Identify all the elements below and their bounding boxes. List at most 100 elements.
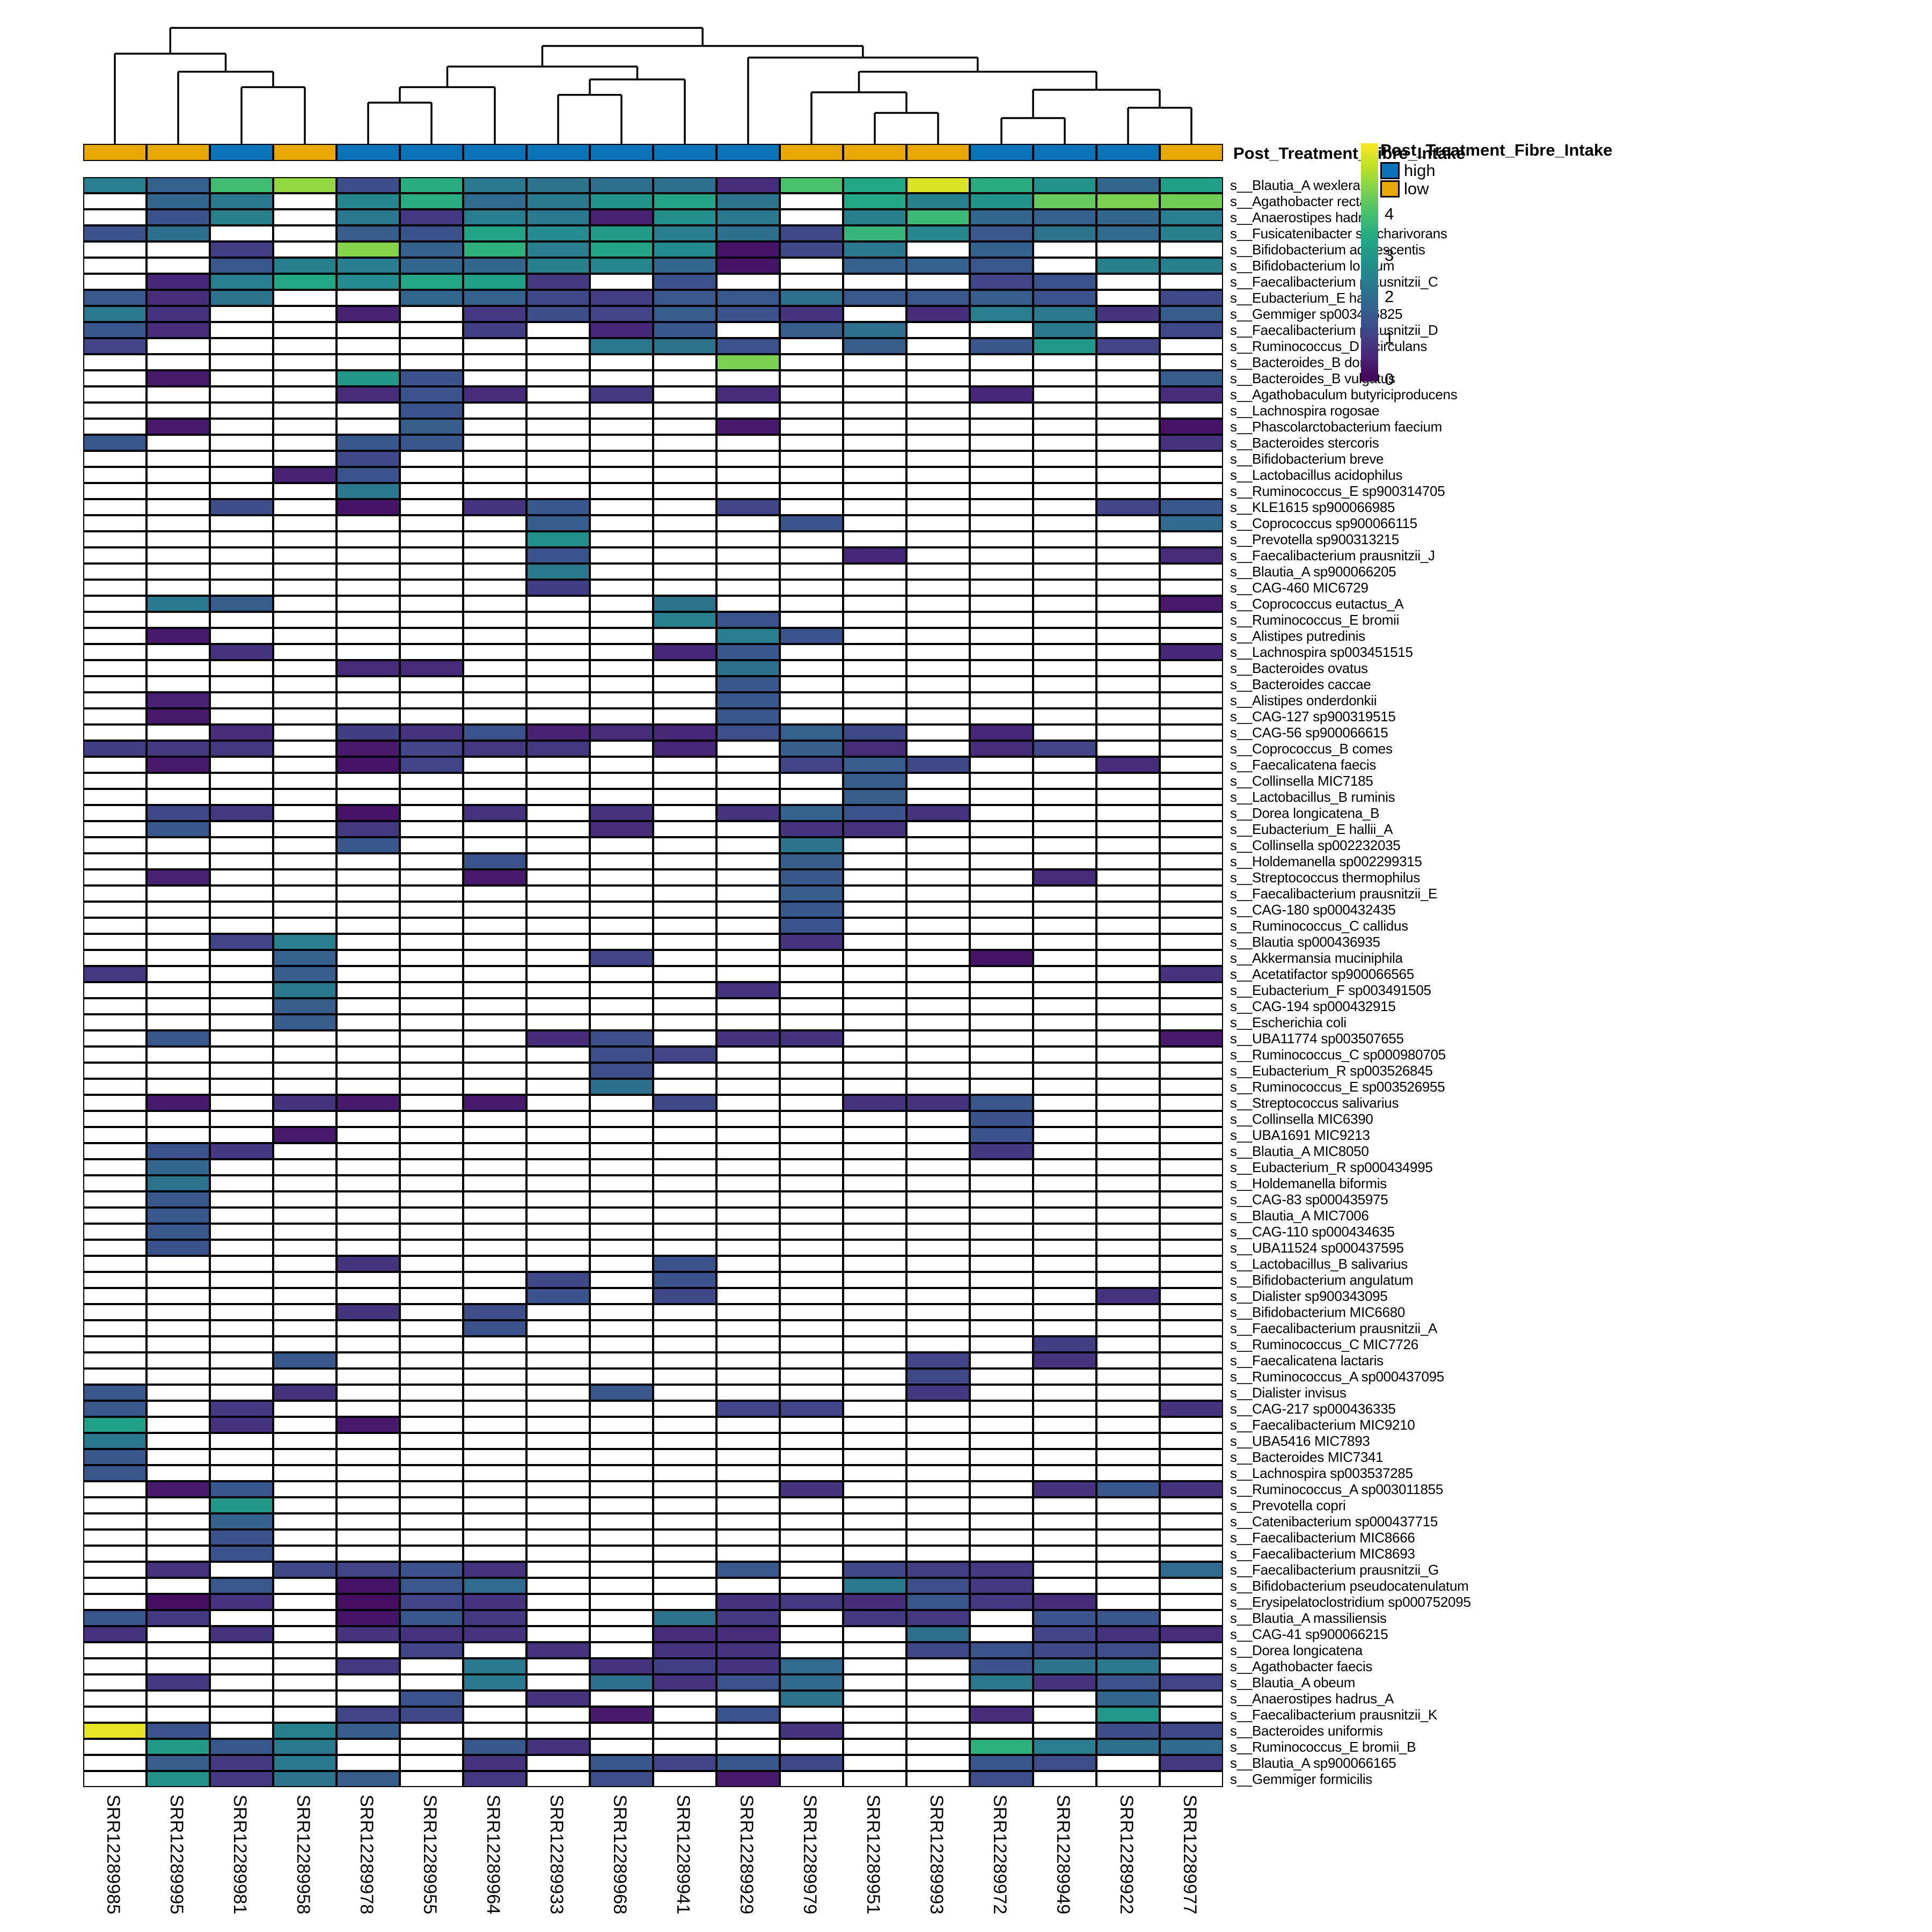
heatmap-cell [780,982,843,998]
heatmap-cell [83,1272,147,1288]
heatmap-cell [336,789,400,805]
heatmap-cell [970,1658,1033,1674]
heatmap-cell [210,966,273,982]
row-label: s__Dorea longicatena_B [1230,805,1380,821]
heatmap-cell [147,821,210,837]
row-label: s__Ruminococcus_D bicirculans [1230,338,1428,354]
heatmap-cell [1033,1208,1096,1224]
heatmap-cell [463,1175,526,1191]
heatmap-cell [83,419,147,435]
heatmap-cell [273,676,336,692]
heatmap-cell [653,1063,716,1079]
heatmap-cell [463,1014,526,1030]
heatmap-cell [716,193,780,209]
heatmap-cell [83,1401,147,1417]
heatmap-cell [83,612,147,628]
heatmap-cell [210,1658,273,1674]
heatmap-cell [273,1707,336,1723]
heatmap-cell [780,1594,843,1610]
heatmap-cell [716,483,780,499]
row-label: s__CAG-217 sp000436335 [1230,1401,1396,1417]
column-label: SRR12289941 [673,1795,693,1915]
heatmap-cell [147,596,210,612]
legend-title: Post_Treatment_Fibre_Intake [1380,141,1613,159]
heatmap-cell [147,918,210,934]
heatmap-cell [906,386,970,402]
heatmap-cell [526,306,590,322]
heatmap-cell [653,1610,716,1626]
heatmap-cell [1160,1256,1223,1272]
row-label: s__Collinsella sp002232035 [1230,837,1401,853]
heatmap-cell [147,1175,210,1191]
heatmap-cell [83,1111,147,1127]
heatmap-cell [463,773,526,789]
column-label: SRR12289929 [736,1795,757,1915]
heatmap-cell [906,354,970,370]
heatmap-cell [590,612,653,628]
heatmap-cell [780,1385,843,1401]
row-label: s__Faecalibacterium prausnitzii_A [1230,1320,1438,1336]
row-label: s__UBA11524 sp000437595 [1230,1240,1404,1256]
heatmap-cell [210,1208,273,1224]
heatmap-cell [1033,805,1096,821]
row-label: s__Agathobacter faecis [1230,1658,1373,1674]
heatmap-cell [1160,1497,1223,1513]
heatmap-cell [83,483,147,499]
row-label: s__Escherichia coli [1230,1014,1346,1030]
row-label: s__Bacteroides MIC7341 [1230,1449,1384,1465]
heatmap-cell [526,1320,590,1336]
heatmap-cell [906,918,970,934]
heatmap-cell [1160,1401,1223,1417]
heatmap-cell [400,515,463,531]
heatmap-cell [843,1417,906,1433]
heatmap-cell [147,1224,210,1240]
heatmap-cell [1033,209,1096,225]
heatmap-cell [526,1368,590,1385]
heatmap-cell [526,612,590,628]
heatmap-cell [780,1755,843,1771]
heatmap-cell [273,1224,336,1240]
heatmap-cell [526,966,590,982]
heatmap-cell [336,531,400,547]
heatmap-cell [336,1626,400,1642]
heatmap-cell [336,274,400,290]
heatmap-cell [970,692,1033,708]
heatmap-cell [780,1626,843,1642]
heatmap-cell [590,1385,653,1401]
heatmap-cell [970,386,1033,402]
heatmap-cell [463,1143,526,1159]
heatmap-cell [273,322,336,338]
heatmap-cell [526,258,590,274]
colorbar-tick: 0 [1385,370,1394,389]
heatmap-cell [780,1674,843,1690]
heatmap-cell [1160,1417,1223,1433]
heatmap-cell [716,998,780,1014]
heatmap-cell [83,1739,147,1755]
heatmap-cell [1160,757,1223,773]
heatmap-cell [653,708,716,724]
heatmap-cell [780,499,843,515]
heatmap-cell [147,692,210,708]
heatmap-cell [273,692,336,708]
heatmap-cell [1096,757,1160,773]
heatmap-cell [1033,193,1096,209]
heatmap-cell [1033,676,1096,692]
heatmap-cell [83,1481,147,1497]
heatmap-cell [843,1304,906,1320]
heatmap-cell [1096,612,1160,628]
heatmap-cell [716,676,780,692]
heatmap-cell [147,274,210,290]
heatmap-cell [716,354,780,370]
heatmap-cell [147,209,210,225]
heatmap-cell [1160,322,1223,338]
heatmap-cell [653,1497,716,1513]
heatmap-cell [400,322,463,338]
heatmap-cell [463,1546,526,1562]
heatmap-cell [970,274,1033,290]
heatmap-cell [526,177,590,193]
heatmap-cell [273,306,336,322]
row-label: s__Coprococcus sp900066115 [1230,515,1417,531]
heatmap-cell [1096,1417,1160,1433]
heatmap-cell [1096,1063,1160,1079]
